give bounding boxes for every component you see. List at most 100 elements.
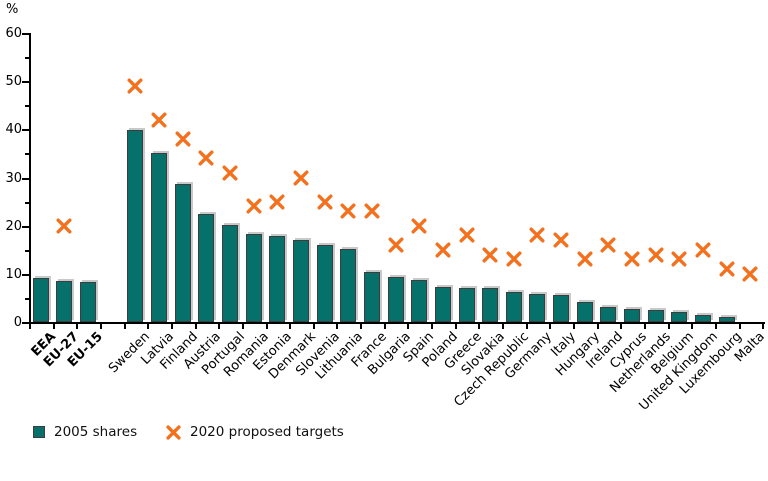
legend-label: 2020 proposed targets [190, 424, 344, 440]
target-marker-lithuania [340, 203, 356, 223]
target-marker-netherlands [648, 247, 664, 267]
target-marker-united-kingdom [695, 242, 711, 262]
y-axis-line [29, 33, 31, 324]
y-major-tick [22, 129, 29, 132]
y-major-tick [22, 81, 29, 84]
bar-bulgaria [387, 277, 404, 322]
target-marker-bulgaria [388, 237, 404, 257]
bar-denmark [292, 239, 309, 322]
target-marker-poland [435, 242, 451, 262]
y-minor-tick [25, 297, 29, 300]
y-minor-tick [25, 249, 29, 252]
bar-france [363, 271, 380, 322]
bar-portugal [222, 224, 239, 322]
y-tick-label: 60 [5, 26, 22, 41]
x-axis-tick [572, 324, 575, 329]
y-tick-label: 0 [13, 315, 22, 330]
target-marker-malta [742, 266, 758, 286]
target-marker-germany [529, 227, 545, 247]
x-axis-tick [52, 324, 55, 329]
renewables-bar-chart: % 0 10 20 30 40 50 60 EEA EU-27 EU-15 Sweden Latvia… [0, 2, 768, 443]
bar-slovenia [316, 244, 333, 322]
y-major-tick [22, 33, 29, 35]
bar-eu-15 [80, 282, 97, 322]
x-axis-tick [336, 324, 339, 329]
bar-netherlands [647, 309, 664, 322]
y-axis-unit-label: % [6, 2, 19, 17]
x-marker-icon [166, 424, 181, 440]
target-marker-hungary [577, 251, 593, 271]
x-axis-tick [596, 324, 599, 329]
x-axis-tick [502, 324, 504, 329]
x-axis-tick [123, 324, 126, 329]
x-axis-tick [762, 324, 765, 329]
y-minor-tick [25, 105, 29, 108]
target-marker-sweden [127, 78, 143, 98]
y-major-tick [22, 225, 29, 228]
bar-italy [553, 295, 570, 322]
target-marker-greece [459, 227, 475, 247]
x-axis-tick [360, 324, 363, 329]
target-marker-austria [198, 150, 214, 170]
target-marker-italy [553, 232, 569, 252]
x-axis-tick [643, 324, 646, 329]
y-tick-label: 30 [5, 170, 22, 186]
x-axis-tick [714, 324, 717, 329]
bar-hungary [576, 301, 593, 322]
bar-eea [32, 277, 49, 322]
target-marker-latvia [151, 112, 167, 132]
bar-poland [434, 286, 451, 322]
x-axis-tick [667, 324, 670, 329]
target-marker-spain [411, 218, 427, 238]
target-marker-portugal [222, 165, 238, 185]
bar-latvia [151, 153, 168, 322]
x-axis-tick [147, 324, 150, 329]
target-marker-czech-republic [506, 251, 522, 271]
bar-greece [458, 287, 475, 322]
bar-swatch-icon [33, 426, 45, 438]
chart-legend: 2005 shares 2020 proposed targets [0, 419, 768, 443]
target-marker-slovakia [482, 247, 498, 267]
target-marker-ireland [600, 237, 616, 257]
bar-ireland [600, 307, 617, 322]
x-axis-tick [265, 324, 268, 329]
x-axis-tick [525, 324, 528, 329]
x-axis-tick [478, 324, 481, 329]
target-marker-eu-27 [56, 218, 72, 238]
bar-germany [529, 294, 546, 322]
bar-romania [245, 233, 262, 322]
x-axis-tick [289, 324, 292, 329]
target-marker-finland [175, 131, 191, 151]
target-marker-estonia [269, 194, 285, 214]
bar-austria [198, 213, 215, 322]
target-marker-luxembourg [719, 261, 735, 281]
target-marker-france [364, 203, 380, 223]
bar-estonia [269, 235, 286, 322]
x-axis-tick [431, 324, 434, 329]
bar-spain [411, 280, 428, 322]
legend-item-2020-targets: 2020 proposed targets [166, 424, 344, 440]
y-tick-label: 10 [5, 266, 22, 282]
bar-belgium [671, 311, 688, 322]
bar-finland [174, 184, 191, 322]
bar-cyprus [624, 308, 641, 322]
x-axis-tick [383, 324, 386, 329]
x-axis-tick [549, 324, 552, 329]
x-axis-tick [407, 324, 410, 329]
x-axis-tick [691, 324, 694, 329]
target-marker-belgium [671, 251, 687, 271]
bar-united-kingdom [695, 314, 712, 322]
bar-czech-republic [505, 292, 522, 322]
y-tick-label: 20 [5, 218, 22, 234]
bar-sweden [127, 130, 144, 322]
bar-lithuania [340, 249, 357, 322]
y-major-tick [22, 177, 29, 180]
bar-slovakia [482, 288, 499, 322]
y-minor-tick [25, 57, 29, 60]
bar-luxembourg [718, 317, 735, 322]
y-major-tick [22, 322, 29, 324]
x-axis-tick [194, 324, 197, 329]
bar-eu-27 [56, 281, 73, 322]
x-axis-tick [454, 324, 457, 329]
y-tick-label: 50 [5, 74, 22, 90]
